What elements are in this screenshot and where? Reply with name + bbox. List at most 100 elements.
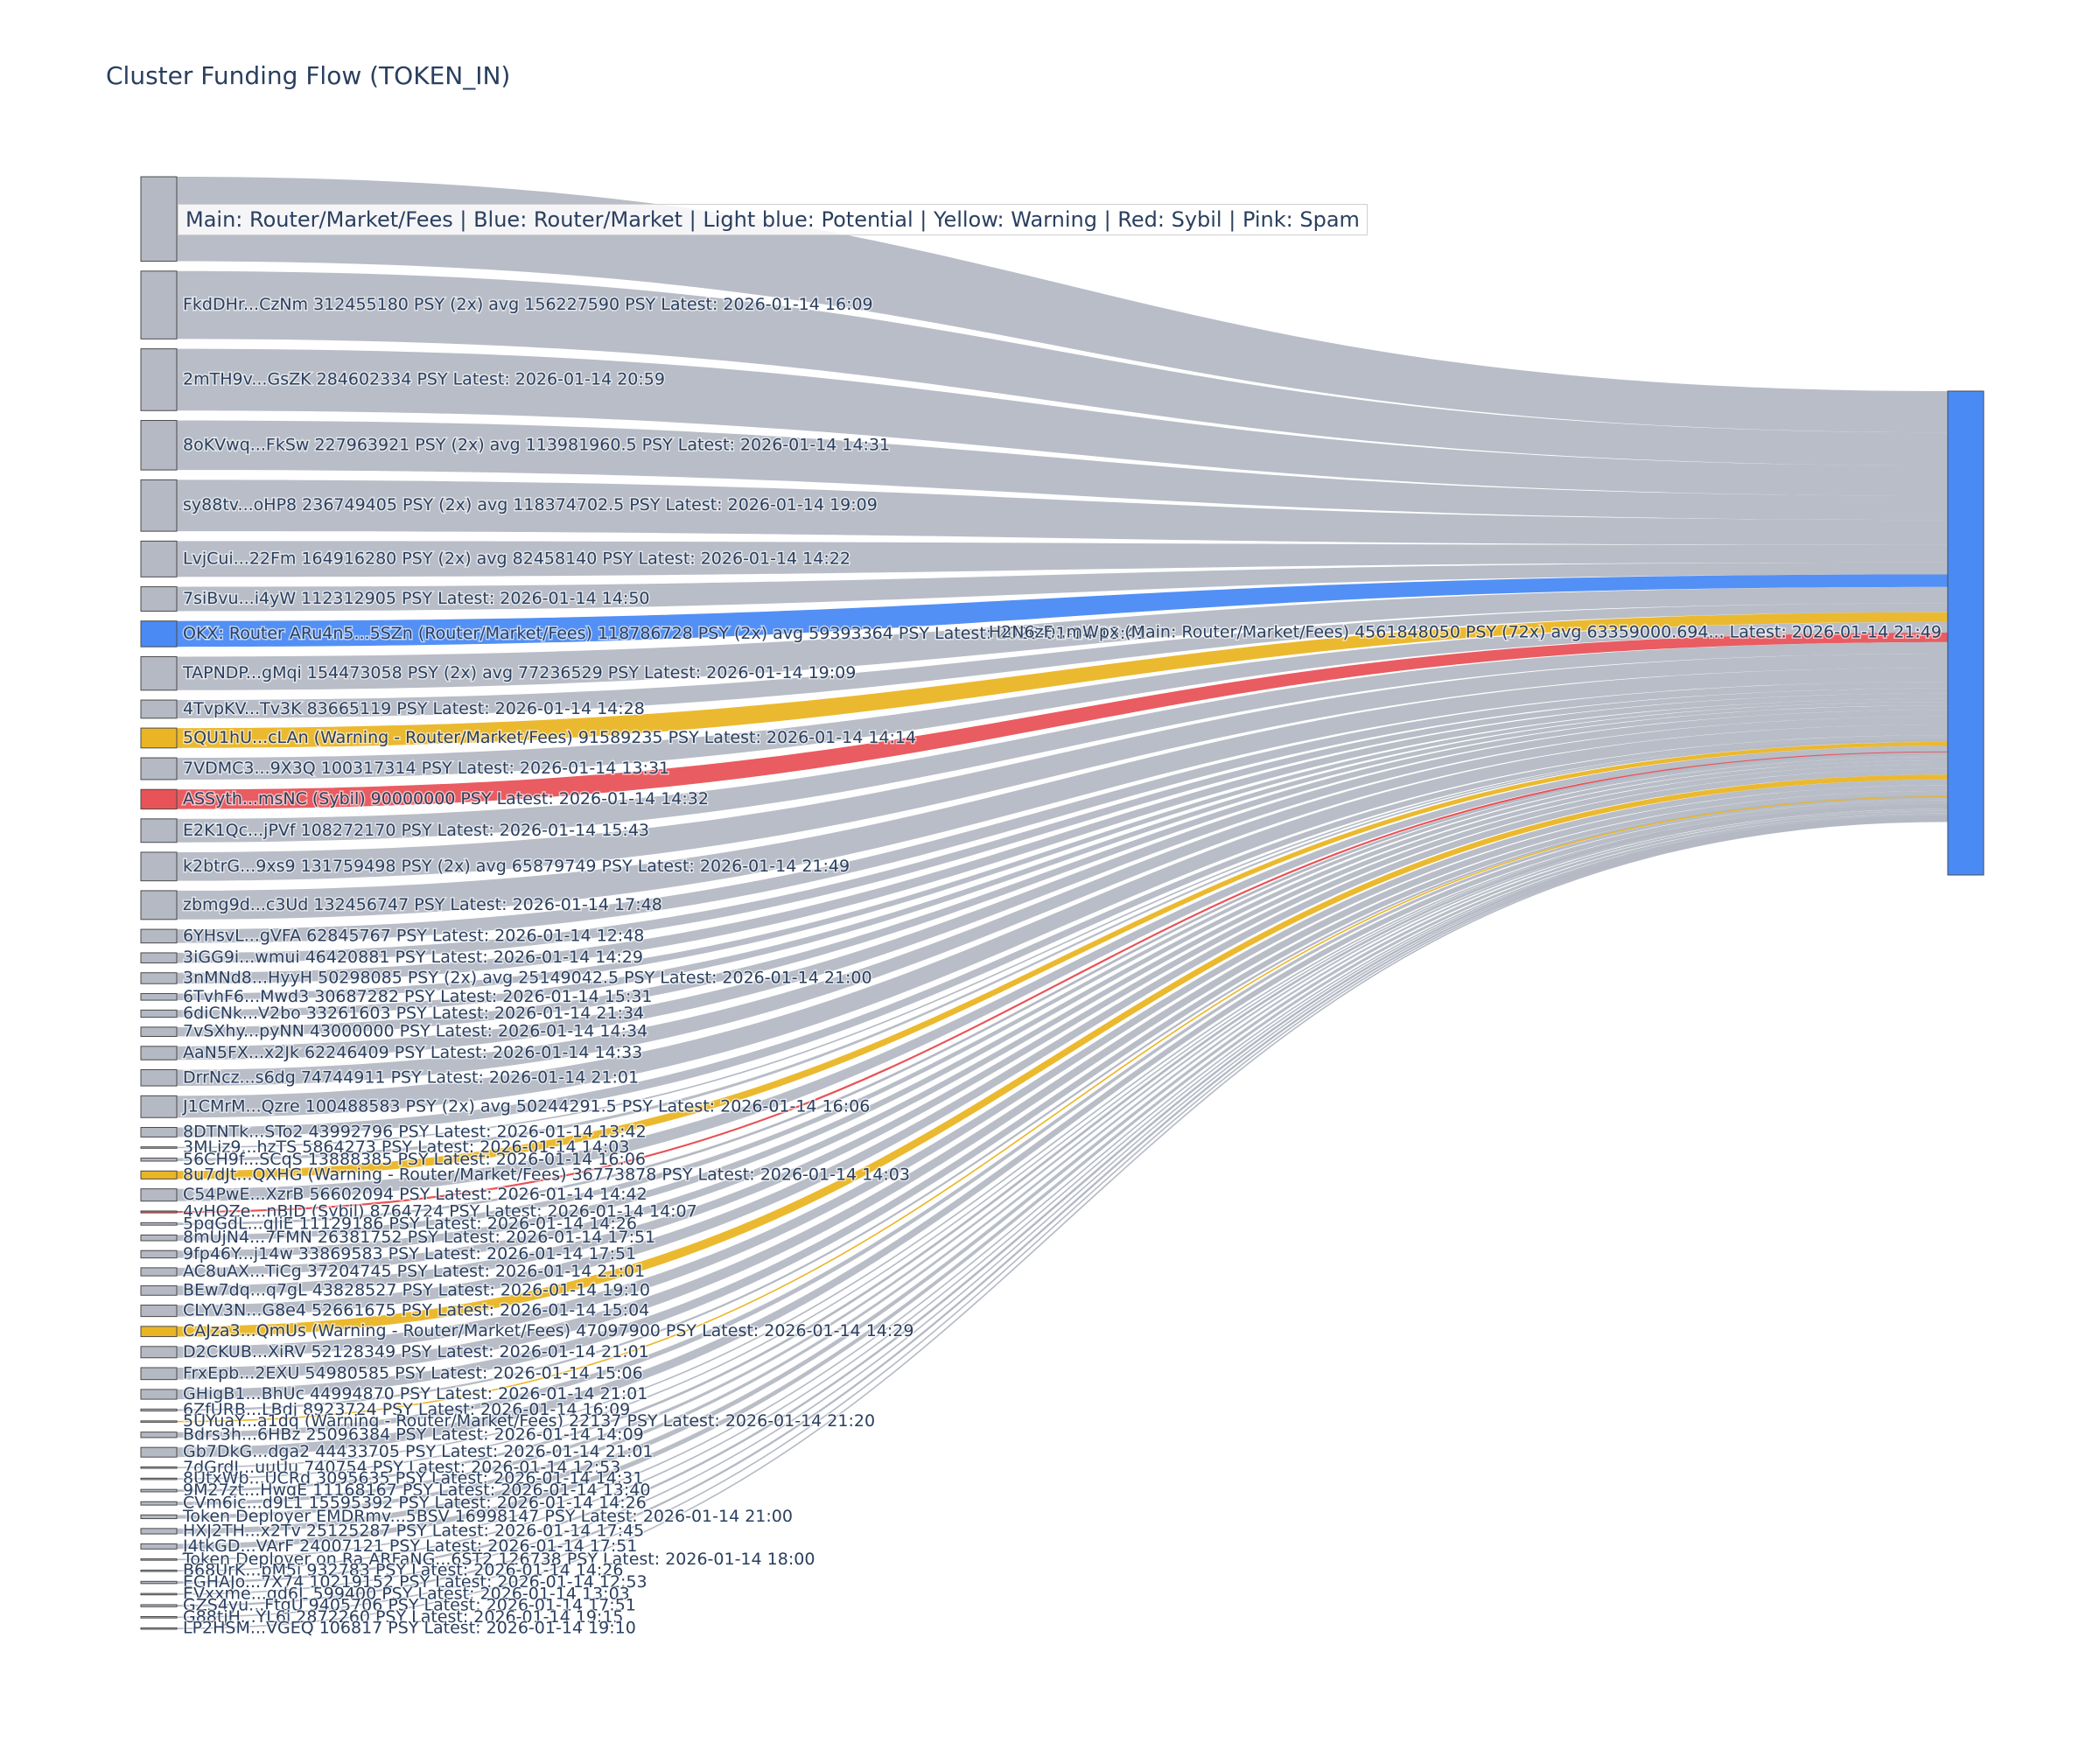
source-label: E2K1Qc...jPVf 108272170 PSY Latest: 2026… bbox=[183, 821, 649, 840]
source-label: EGHAJo...7X74 10219152 PSY Latest: 2026-… bbox=[183, 1572, 648, 1592]
source-node bbox=[140, 1488, 178, 1493]
source-node bbox=[140, 1026, 178, 1038]
sankey-link bbox=[177, 177, 1948, 433]
source-label: 2mTH9v...GsZK 284602334 PSY Latest: 2026… bbox=[183, 369, 665, 388]
source-node bbox=[140, 586, 178, 612]
source-node bbox=[140, 1558, 178, 1561]
sankey-link bbox=[177, 705, 1948, 1037]
sankey-link bbox=[177, 688, 1948, 963]
sankey-nodes bbox=[140, 176, 1984, 1630]
source-node bbox=[140, 479, 178, 532]
source-node bbox=[140, 788, 178, 810]
source-label: CLYV3N...G8e4 52661675 PSY Latest: 2026-… bbox=[183, 1301, 649, 1320]
source-label: FkdDHr...CzNm 312455180 PSY (2x) avg 156… bbox=[183, 295, 873, 314]
sankey-link bbox=[177, 698, 1948, 1001]
sankey-link bbox=[177, 480, 1948, 545]
source-node bbox=[140, 1127, 178, 1138]
sankey-link bbox=[177, 270, 1948, 466]
sankey-link bbox=[177, 797, 1948, 1438]
sankey-link bbox=[176, 739, 1949, 1149]
source-node bbox=[140, 1514, 178, 1520]
sankey-link bbox=[176, 816, 1949, 1572]
source-node bbox=[140, 1580, 178, 1585]
source-node bbox=[140, 1627, 178, 1630]
source-node bbox=[140, 1466, 178, 1469]
sankey-link bbox=[176, 820, 1949, 1629]
sankey-link bbox=[177, 702, 1948, 1018]
source-label: C54PwE...XzrB 56602094 PSY Latest: 2026-… bbox=[183, 1185, 648, 1204]
source-label: 6TvhF6...Mwd3 30687282 PSY Latest: 2026-… bbox=[183, 987, 653, 1006]
source-node bbox=[140, 1267, 178, 1277]
source-label: 3nMNd8...HyyH 50298085 PSY (2x) avg 2514… bbox=[183, 968, 872, 987]
sankey-link bbox=[176, 805, 1949, 1480]
source-node bbox=[140, 1250, 178, 1259]
source-label: 8oKVwq...FkSw 227963921 PSY (2x) avg 113… bbox=[183, 435, 890, 454]
source-label: zbmg9d...c3Ud 132456747 PSY Latest: 2026… bbox=[183, 895, 662, 914]
source-label: Bdrs3h...6HBz 25096384 PSY Latest: 2026-… bbox=[183, 1424, 644, 1444]
source-node bbox=[140, 540, 178, 578]
sankey-link bbox=[177, 746, 1948, 1201]
source-node bbox=[140, 1095, 178, 1118]
sankey-link bbox=[177, 764, 1948, 1296]
sankey-link bbox=[177, 668, 1948, 920]
source-label: B68UrK...pM5i 932783 PSY Latest: 2026-01… bbox=[183, 1561, 623, 1580]
source-label: 9fp46Y...j14w 33869583 PSY Latest: 2026-… bbox=[183, 1244, 636, 1264]
source-node bbox=[140, 1146, 178, 1149]
source-label: 7dGrdJ...uuUu 740754 PSY Latest: 2026-01… bbox=[183, 1458, 620, 1477]
source-label: sy88tv...oHP8 236749405 PSY (2x) avg 118… bbox=[183, 495, 878, 514]
source-label: J4tkGD...VArF 24007121 PSY Latest: 2026-… bbox=[182, 1536, 637, 1556]
source-label: ASSyth...msNC (Sybil) 90000000 PSY Lates… bbox=[183, 789, 709, 808]
source-node bbox=[140, 1170, 178, 1180]
source-label: 6ZfURB...LBdj 8923724 PSY Latest: 2026-0… bbox=[183, 1400, 630, 1419]
source-node bbox=[140, 620, 178, 648]
source-node bbox=[140, 1346, 178, 1359]
source-label: AC8uAX...TiCg 37204745 PSY Latest: 2026-… bbox=[183, 1262, 645, 1281]
source-node bbox=[140, 1543, 178, 1550]
source-label: Token Deployer on Ra ARFaNG...6ST2 12673… bbox=[182, 1550, 815, 1569]
source-label: HXJ2TH...x2Tv 25125287 PSY Latest: 2026-… bbox=[183, 1521, 644, 1540]
legend-annotation: Main: Router/Market/Fees | Blue: Router/… bbox=[178, 204, 1368, 235]
sankey-link bbox=[177, 740, 1948, 1162]
source-node bbox=[140, 757, 178, 780]
sankey-link bbox=[176, 819, 1949, 1619]
source-node bbox=[140, 420, 178, 471]
source-node bbox=[140, 1234, 178, 1242]
source-label: FrxEpb...2EXU 54980585 PSY Latest: 2026-… bbox=[183, 1363, 643, 1382]
sankey-link bbox=[177, 760, 1948, 1277]
source-label: TAPNDP...gMqi 154473058 PSY (2x) avg 772… bbox=[182, 663, 856, 682]
source-label: 8UtxWb...UCRd 3095635 PSY Latest: 2026-0… bbox=[183, 1469, 643, 1488]
source-node bbox=[140, 1446, 178, 1458]
sankey-link bbox=[177, 790, 1948, 1400]
source-node bbox=[140, 1210, 178, 1214]
source-label: 6YHsvL...gVFA 62845767 PSY Latest: 2026-… bbox=[183, 926, 644, 945]
sankey-link bbox=[177, 768, 1948, 1317]
sankey-link bbox=[177, 682, 1948, 943]
source-node bbox=[140, 1069, 178, 1087]
source-label: 4TvpKV...Tv3K 83665119 PSY Latest: 2026-… bbox=[183, 699, 645, 718]
source-label: 4vHQZe...nBJD (Sybil) 8764724 PSY Latest… bbox=[183, 1202, 697, 1222]
sankey-link bbox=[177, 735, 1948, 1138]
sankey-link bbox=[177, 654, 1948, 881]
source-label: LvjCui...22Fm 164916280 PSY (2x) avg 824… bbox=[183, 549, 850, 568]
sankey-link bbox=[176, 804, 1949, 1469]
source-node bbox=[140, 851, 178, 882]
source-label: 7siBvu...i4yW 112312905 PSY Latest: 2026… bbox=[183, 589, 650, 608]
sankey-link bbox=[176, 818, 1949, 1607]
sankey-link bbox=[177, 810, 1948, 1535]
source-node bbox=[140, 1616, 178, 1619]
source-label: 56CH9f...SCqS 13888385 PSY Latest: 2026-… bbox=[183, 1150, 646, 1169]
source-node bbox=[140, 1326, 178, 1338]
sankey-link bbox=[177, 562, 1948, 612]
source-node bbox=[140, 655, 178, 691]
source-node bbox=[140, 1305, 178, 1318]
source-node bbox=[140, 952, 178, 963]
source-node bbox=[140, 818, 178, 844]
source-label: 9M27zt...HwgE 11168167 PSY Latest: 2026-… bbox=[183, 1480, 650, 1500]
source-label: EVxxme...qd6L 599400 PSY Latest: 2026-01… bbox=[183, 1584, 630, 1603]
source-node bbox=[140, 928, 178, 944]
sankey-labels: FkdDHr...CzNm 312455180 PSY (2x) avg 156… bbox=[181, 294, 1943, 1640]
source-node bbox=[140, 1389, 178, 1400]
source-node bbox=[140, 1420, 178, 1423]
source-node bbox=[140, 1432, 178, 1438]
source-label: GHigB1...BhUc 44994870 PSY Latest: 2026-… bbox=[183, 1384, 648, 1404]
